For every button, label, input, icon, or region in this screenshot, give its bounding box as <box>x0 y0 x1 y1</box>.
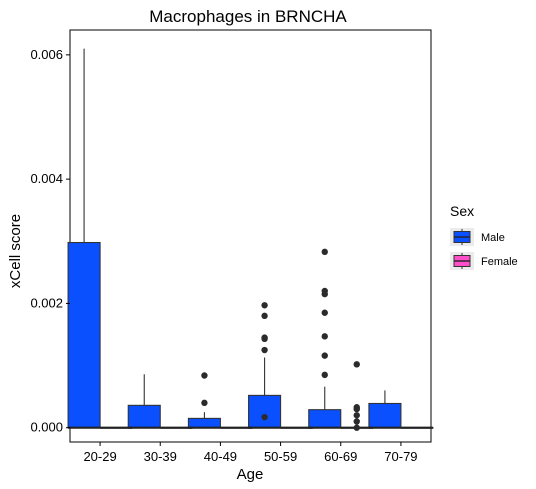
x-axis: 20-29 30-39 40-49 50-59 60-69 70-79 <box>83 442 418 464</box>
x-tick-label: 30-39 <box>144 449 177 464</box>
y-tick-label: 0.002 <box>30 295 63 310</box>
plot-panel <box>69 29 432 443</box>
x-axis-title: Age <box>237 466 264 483</box>
legend: Sex Male Female <box>450 203 518 270</box>
outlier-point <box>321 371 328 379</box>
box-male-60-69 <box>308 248 342 429</box>
box-female-30-39 <box>159 426 193 429</box>
box-body <box>248 394 282 429</box>
outlier-point <box>353 361 360 368</box>
box-body <box>368 402 402 429</box>
x-tick-label: 20-29 <box>83 449 116 464</box>
outlier-point <box>321 333 328 340</box>
legend-title: Sex <box>450 203 474 219</box>
y-tick-label: 0.004 <box>30 171 63 186</box>
box-body <box>127 404 161 429</box>
box-male-30-39 <box>127 374 161 429</box>
outlier-point <box>321 248 328 256</box>
outlier-point <box>261 302 268 309</box>
box-male-70-79 <box>368 390 402 429</box>
outlier-point <box>353 404 360 411</box>
legend-key-female <box>450 252 474 270</box>
box-female-40-49 <box>219 426 253 429</box>
box-female-50-59 <box>280 426 314 429</box>
outlier-point <box>321 352 328 359</box>
legend-label-male: Male <box>481 232 505 244</box>
box-body <box>67 241 101 429</box>
outlier-point <box>261 413 268 421</box>
outlier-point <box>353 412 360 419</box>
box-female-20-29 <box>99 426 133 429</box>
y-axis: 0.000 0.002 0.004 0.006 <box>30 47 70 435</box>
x-tick-label: 70-79 <box>384 449 417 464</box>
x-tick-label: 60-69 <box>324 449 357 464</box>
y-tick-label: 0.006 <box>30 47 63 62</box>
box-body <box>308 409 342 429</box>
x-tick-label: 40-49 <box>204 449 237 464</box>
y-axis-title: xCell score <box>7 214 24 288</box>
outlier-point <box>321 287 328 295</box>
outlier-point <box>201 372 208 379</box>
outlier-point <box>201 399 208 407</box>
outlier-point <box>261 334 268 341</box>
box-body <box>187 417 221 429</box>
x-tick-label: 50-59 <box>264 449 297 464</box>
outlier-point <box>261 346 268 354</box>
legend-key-male <box>450 228 474 246</box>
outlier-point <box>353 418 360 425</box>
box-female-60-69 <box>340 361 374 431</box>
box-male-20-29 <box>67 48 101 429</box>
boxes-layer <box>67 48 434 431</box>
chart-title: Macrophages in BRNCHA <box>149 7 347 26</box>
box-male-40-49 <box>187 372 221 429</box>
outlier-point <box>261 312 268 320</box>
box-male-50-59 <box>248 302 282 429</box>
box-female-70-79 <box>400 426 434 429</box>
legend-label-female: Female <box>481 256 518 268</box>
outlier-point <box>321 309 328 316</box>
y-tick-label: 0.000 <box>30 420 63 435</box>
outlier-point <box>353 424 360 431</box>
